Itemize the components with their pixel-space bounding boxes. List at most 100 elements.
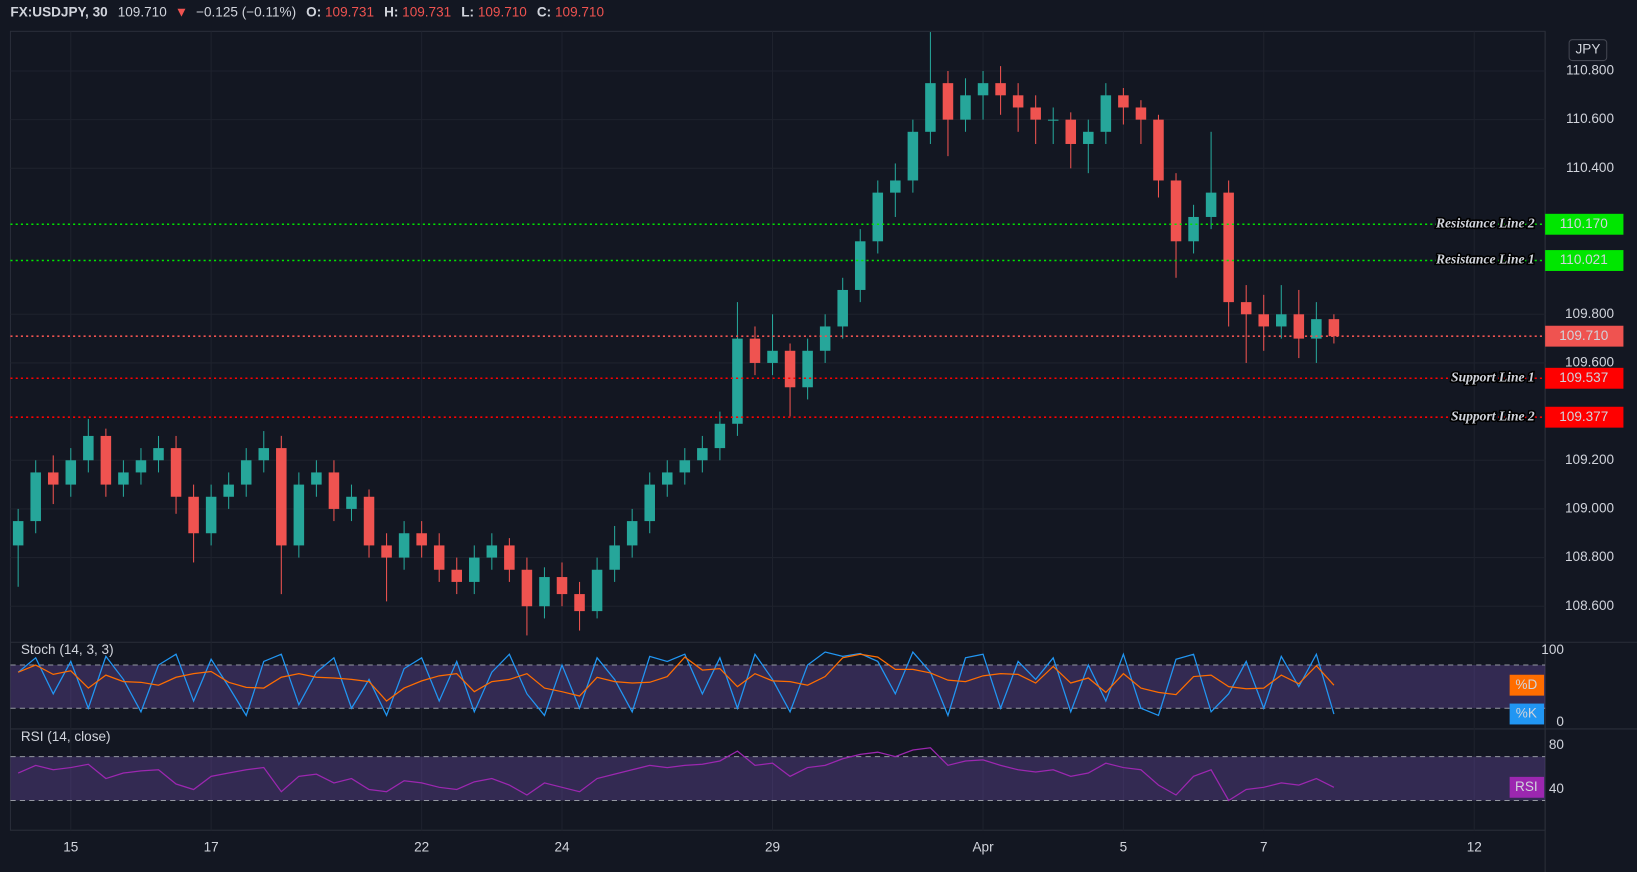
candle-body <box>328 472 340 509</box>
x-tick-label: 5 <box>1120 840 1128 855</box>
candle-body <box>1100 95 1112 132</box>
candle-body <box>907 131 919 181</box>
level-name: Resistance Line 2 <box>1435 215 1535 230</box>
candle-body <box>1083 131 1094 144</box>
x-tick-label: Apr <box>972 840 994 855</box>
candle-body <box>83 435 94 461</box>
unit-label[interactable]: JPY <box>1575 42 1600 57</box>
candle-body <box>153 448 164 461</box>
candle-body <box>819 326 831 351</box>
candle-body <box>556 577 568 595</box>
low-label: L: <box>461 4 474 19</box>
x-tick-label: 17 <box>204 840 219 855</box>
x-tick-label: 22 <box>414 840 429 855</box>
header: FX:USDJPY, 30 109.710 ▼ −0.125 (−0.11%) … <box>10 4 604 19</box>
candle-body <box>30 472 41 522</box>
change: −0.125 (−0.11%) <box>196 4 296 19</box>
candle-body <box>293 484 305 546</box>
price-tag-label: 109.537 <box>1559 370 1608 385</box>
level-name: Support Line 2 <box>1451 408 1535 423</box>
candle-body <box>714 423 726 449</box>
y-tick-label: 108.800 <box>1565 549 1614 564</box>
y-tick-label: 109.200 <box>1565 452 1614 467</box>
last-price: 109.710 <box>118 4 167 19</box>
y-tick-label: 110.600 <box>1566 111 1614 126</box>
candle-body <box>1047 119 1059 121</box>
candle-body <box>1311 319 1322 339</box>
low-value: 109.710 <box>478 4 527 19</box>
level-name: Support Line 1 <box>1451 369 1535 384</box>
candle-body <box>1170 180 1182 242</box>
candle-body <box>1240 302 1252 315</box>
open-label: O: <box>306 4 321 19</box>
candle-body <box>65 460 77 485</box>
price-tag-label: 110.170 <box>1560 216 1608 231</box>
y-tick-label: 110.800 <box>1566 63 1614 78</box>
candle-body <box>258 448 270 461</box>
candle-body <box>100 435 112 485</box>
y-tick-label: 108.600 <box>1565 598 1614 613</box>
candle-body <box>1205 192 1217 217</box>
unit-box[interactable] <box>1568 39 1608 62</box>
candle-body <box>749 338 761 363</box>
candle-body <box>1065 119 1077 144</box>
candle-body <box>872 192 884 242</box>
candle-body <box>205 496 217 534</box>
pane-title: Stoch (14, 3, 3) <box>21 642 114 657</box>
legend-label: %D <box>1515 677 1537 692</box>
candle-body <box>12 521 24 546</box>
candle-body <box>118 472 129 485</box>
indicator-line <box>17 650 1335 718</box>
candle-body <box>1012 95 1024 108</box>
candle-body <box>697 448 708 461</box>
candle-body <box>47 472 59 485</box>
candle-body <box>784 350 796 388</box>
candle-body <box>609 545 620 570</box>
candle-body <box>1030 107 1041 120</box>
indicator-line <box>17 747 1335 802</box>
candle-body <box>732 338 743 424</box>
price-tag-label: 109.710 <box>1559 328 1608 343</box>
candle-body <box>433 545 445 570</box>
candle-body <box>767 350 778 363</box>
candle-body <box>398 533 410 558</box>
y-tick-label: 109.800 <box>1565 306 1614 321</box>
candle-body <box>1135 107 1147 120</box>
candle-body <box>977 83 989 96</box>
band-fill <box>10 665 1546 709</box>
candle-body <box>363 496 375 546</box>
x-tick-label: 24 <box>554 840 570 855</box>
candle-body <box>188 496 199 534</box>
price-tag-label: 110.021 <box>1560 252 1608 267</box>
candle-body <box>486 545 498 558</box>
x-tick-label: 29 <box>765 840 780 855</box>
candle-body <box>890 180 901 193</box>
candle-body <box>960 95 971 120</box>
candle-body <box>311 472 322 485</box>
candle-body <box>942 83 954 120</box>
price-tag <box>1545 250 1624 271</box>
legend-tag <box>1509 674 1545 696</box>
candle-body <box>223 484 234 497</box>
y-tick-label: 40 <box>1549 781 1565 796</box>
candle-body <box>925 83 936 132</box>
candle-body <box>626 521 638 546</box>
y-tick-label: 0 <box>1556 714 1564 729</box>
y-tick-label: 109.600 <box>1565 355 1614 370</box>
candle-body <box>1188 216 1199 242</box>
candle-body <box>451 569 463 582</box>
candle-body <box>1276 314 1287 327</box>
level-name: Resistance Line 1 <box>1435 252 1535 267</box>
x-tick-label: 15 <box>63 840 78 855</box>
price-tag <box>1545 367 1624 389</box>
band-fill <box>10 756 1546 801</box>
legend-tag <box>1509 776 1545 798</box>
candle-body <box>854 241 866 290</box>
candle-body <box>469 557 480 582</box>
x-tick-label: 12 <box>1467 840 1482 855</box>
y-tick-label: 109.000 <box>1565 501 1614 516</box>
y-tick-label: 100 <box>1541 642 1564 657</box>
